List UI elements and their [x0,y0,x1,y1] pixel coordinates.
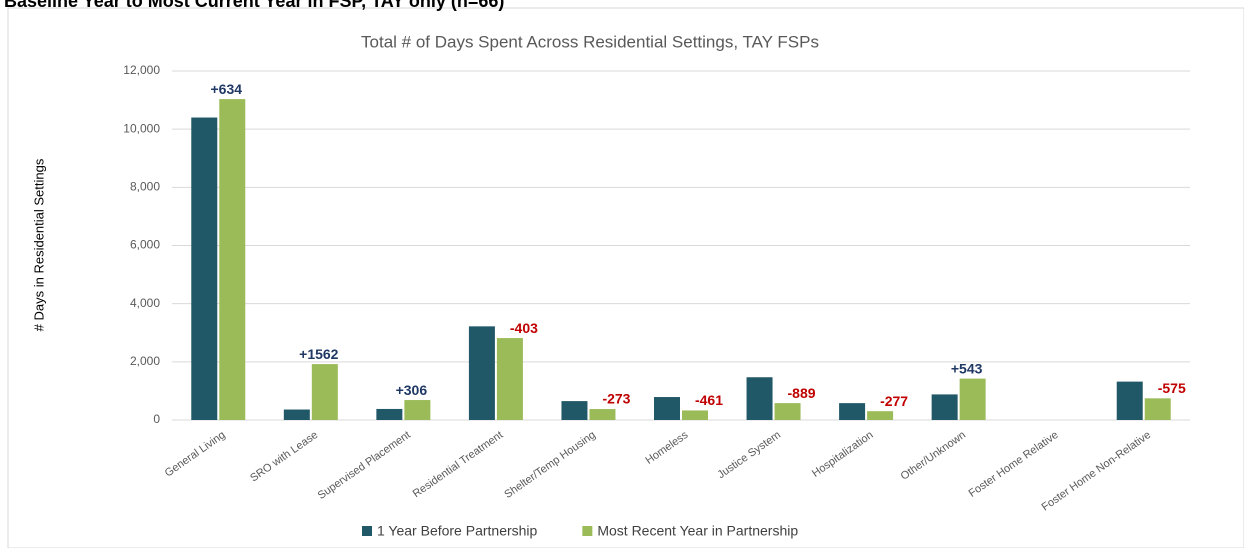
chart-title: Total # of Days Spent Across Residential… [361,32,819,51]
y-tick-label: 8,000 [130,180,160,194]
change-label: -575 [1158,380,1186,396]
change-label: +634 [210,81,242,97]
change-label: +306 [396,382,428,398]
change-label: +543 [951,360,983,376]
bar [404,400,431,420]
bar [839,403,866,420]
y-tick-label: 10,000 [123,121,160,135]
bar [774,403,801,420]
legend-swatch [362,526,372,536]
change-label: -889 [788,385,816,401]
bar [191,117,218,421]
bar [746,377,773,420]
legend-swatch [582,526,593,536]
page-header: Baseline Year to Most Current Year in FS… [4,0,504,11]
bar [1116,381,1143,420]
bar [682,410,708,420]
change-label: +1562 [299,346,339,362]
bar [931,394,958,420]
bar [219,99,246,421]
bar [867,411,894,420]
bar [561,401,588,420]
change-label: -273 [602,391,630,407]
y-tick-label: 0 [153,412,160,426]
legend-label: 1 Year Before Partnership [377,523,538,539]
bar [654,397,680,420]
y-tick-label: 6,000 [130,238,160,252]
bar [589,409,616,420]
bar [959,378,986,420]
bar [468,326,495,420]
y-tick-label: 2,000 [130,354,160,368]
y-tick-label: 4,000 [130,296,160,310]
y-tick-label: 12,000 [123,63,160,77]
bar [496,338,523,420]
bar [283,409,310,420]
bar [311,364,338,420]
change-label: -403 [510,320,538,336]
legend-label: Most Recent Year in Partnership [597,523,798,539]
bar [1144,398,1171,420]
change-label: -277 [880,393,908,409]
change-label: -461 [695,392,723,408]
bar [376,408,403,420]
y-axis-title: # Days in Residential Settings [31,158,46,331]
